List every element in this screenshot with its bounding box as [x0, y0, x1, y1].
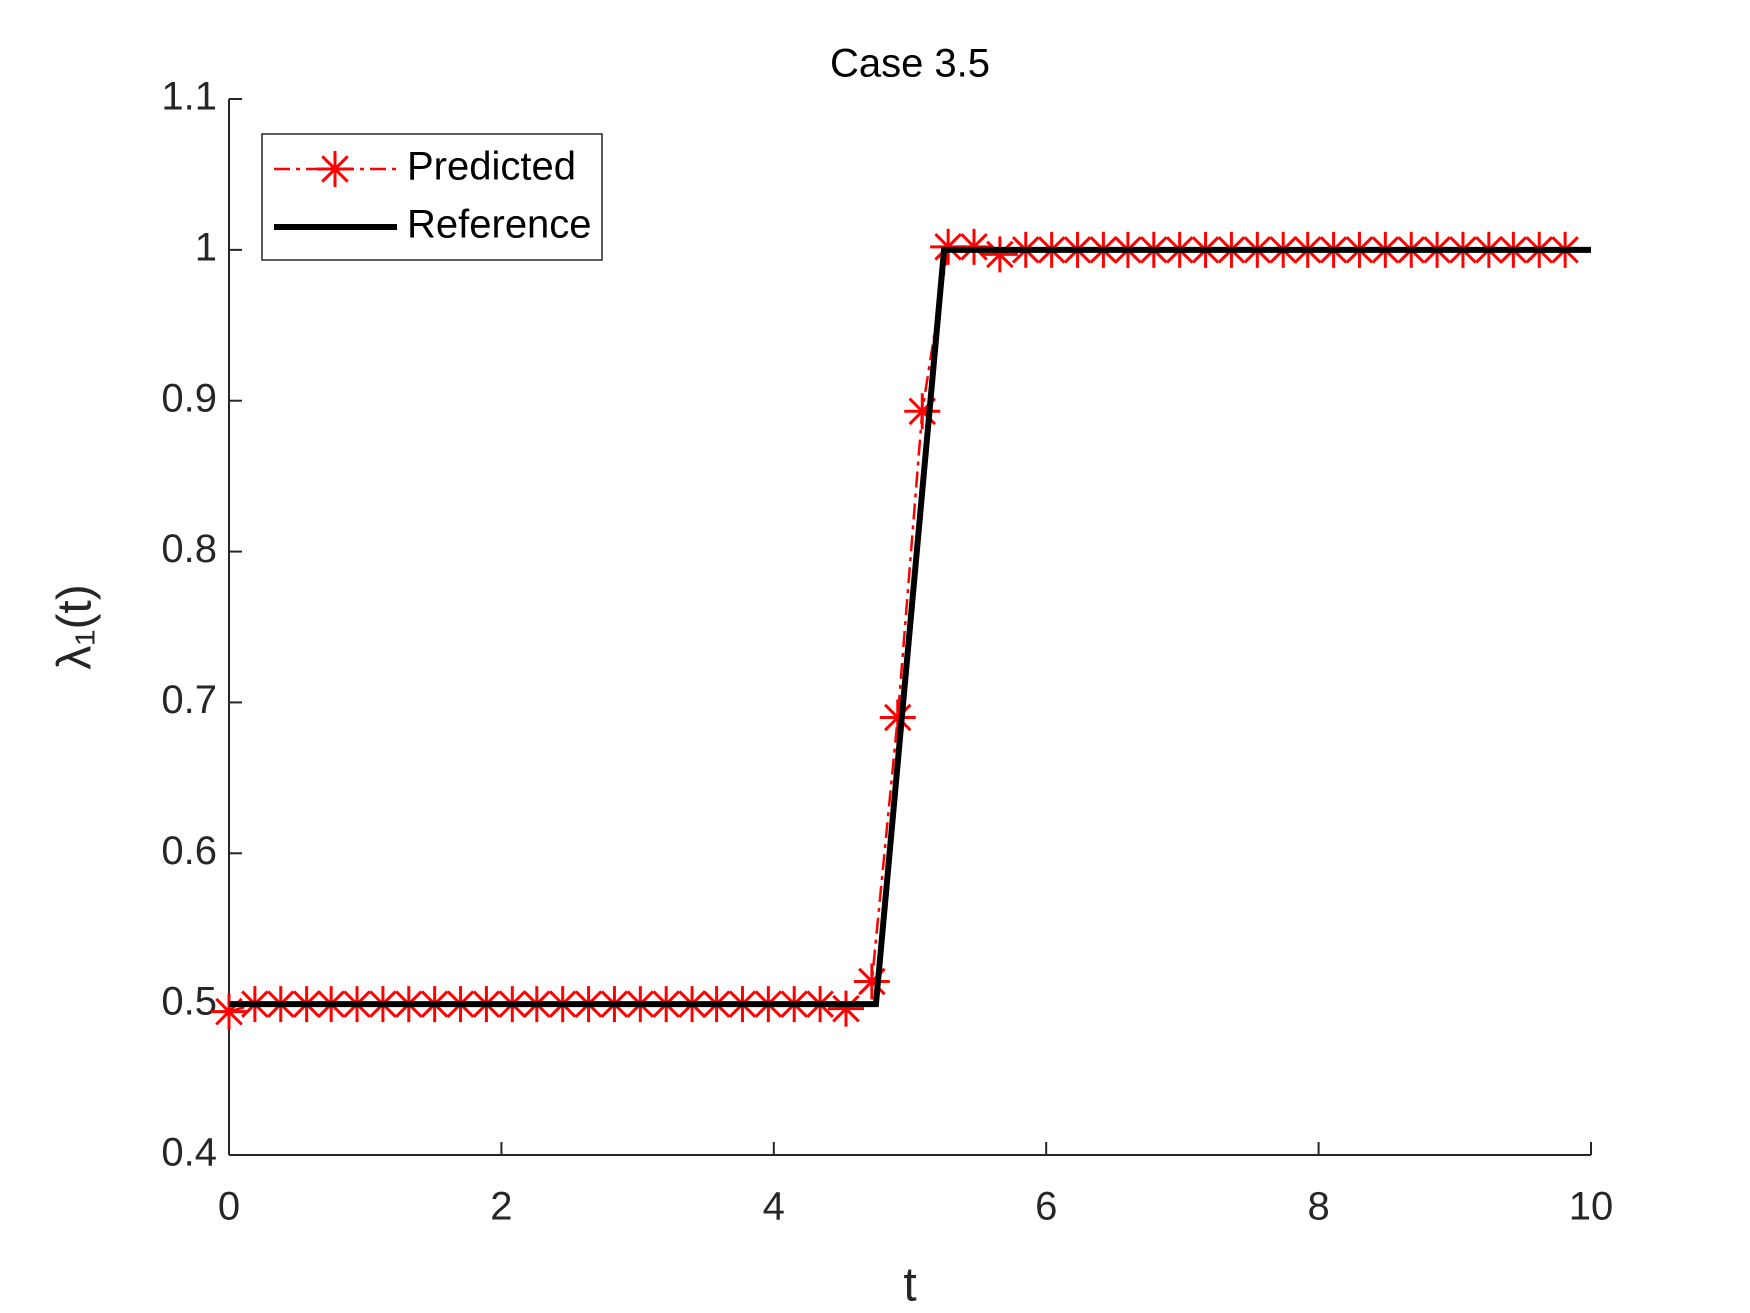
- marker-stroke: [321, 155, 349, 183]
- data-point: [827, 990, 864, 1027]
- x-tick-label: 10: [1569, 1185, 1614, 1229]
- x-tick-label: 8: [1307, 1185, 1329, 1229]
- data-point: [853, 963, 890, 1000]
- x-tick-label: 0: [218, 1185, 240, 1229]
- legend-label: Reference: [407, 203, 592, 247]
- x-tick-label: 2: [490, 1185, 512, 1229]
- legend-box: [261, 133, 603, 261]
- x-axis-label: t: [903, 1259, 916, 1312]
- y-tick-label: 0.6: [161, 829, 217, 873]
- marker-stroke: [832, 994, 860, 1023]
- x-tick-label: 6: [1035, 1185, 1057, 1229]
- chart-title: Case 3.5: [830, 42, 990, 86]
- y-tick-label: 0.8: [161, 527, 217, 571]
- y-tick-label: 0.4: [161, 1131, 217, 1175]
- series-line: [229, 246, 1591, 1008]
- marker-stroke: [883, 703, 912, 732]
- data-point: [956, 228, 993, 265]
- data-point: [981, 236, 1018, 273]
- data-point: [904, 393, 941, 430]
- legend-marker: [317, 151, 353, 187]
- y-axis-label: λ₁(t): [49, 584, 102, 670]
- y-tick-label: 1.1: [161, 75, 217, 119]
- marker-stroke: [934, 233, 962, 261]
- y-tick-label: 0.5: [161, 980, 217, 1024]
- data-point: [211, 993, 247, 1030]
- y-tick-label: 1: [195, 225, 217, 269]
- legend-label: Predicted: [407, 145, 576, 189]
- marker-stroke: [986, 240, 1014, 269]
- y-tick-label: 0.7: [161, 678, 217, 722]
- x-tick-label: 4: [763, 1185, 785, 1229]
- marker-stroke: [960, 233, 988, 261]
- y-tick-label: 0.9: [161, 376, 217, 420]
